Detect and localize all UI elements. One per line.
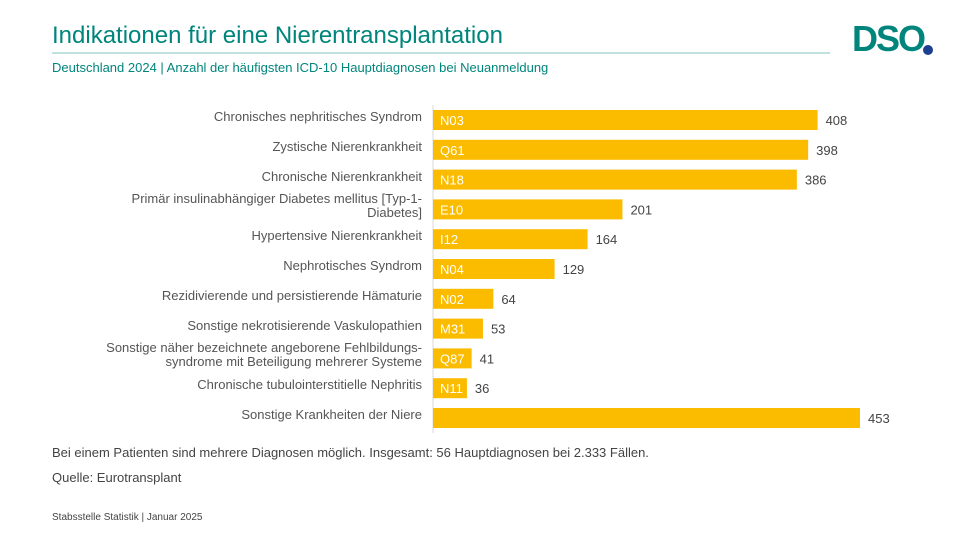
y-tick-label: Hypertensive Nierenkrankheit — [251, 228, 422, 244]
value-label: 129 — [563, 262, 585, 277]
value-label: 398 — [816, 143, 838, 158]
bar — [433, 378, 467, 399]
value-label: 41 — [480, 351, 494, 366]
footer: Stabsstelle Statistik | Januar 2025 — [52, 512, 203, 523]
bar — [433, 348, 472, 369]
bar-code: E10 — [440, 202, 463, 217]
y-tick-label: Chronische tubulointerstitielle Nephriti… — [197, 377, 422, 393]
value-label: 36 — [475, 381, 489, 396]
y-tick-label: Sonstige Krankheiten der Niere — [241, 407, 422, 422]
logo-dot — [923, 45, 933, 55]
bar — [433, 139, 809, 160]
y-tick-label: Sonstige nekrotisierende Vaskulopathien — [187, 317, 422, 333]
bar — [433, 288, 494, 309]
bar-code: N11 — [440, 381, 463, 396]
bar — [433, 408, 860, 428]
bar-code: I12 — [440, 232, 458, 247]
bar — [433, 110, 818, 130]
y-tick-label: Zystische Nierenkrankheit — [272, 138, 422, 154]
bar — [433, 318, 483, 339]
bar — [433, 199, 623, 220]
bar — [433, 259, 555, 279]
bar-code: N18 — [440, 173, 464, 188]
chart-subtitle: Deutschland 2024 | Anzahl der häufigsten… — [52, 60, 549, 75]
source: Quelle: Eurotransplant — [52, 470, 182, 485]
bar — [433, 169, 797, 190]
bar-code: N04 — [440, 262, 464, 277]
value-label: 386 — [805, 173, 827, 188]
bar-code: Q87 — [440, 351, 465, 366]
y-tick-label: Rezidivierende und persistierende Hämatu… — [161, 287, 422, 303]
y-tick-label: Nephrotisches Syndrom — [283, 258, 422, 273]
value-label: 201 — [630, 202, 652, 217]
y-tick-label: Primär insulinabhängiger Diabetes mellit… — [131, 191, 422, 221]
bar — [433, 229, 588, 250]
value-label: 453 — [868, 411, 890, 426]
logo: DSO — [852, 18, 926, 59]
value-label: 164 — [596, 232, 618, 247]
bar-code: Q61 — [440, 143, 465, 158]
note: Bei einem Patienten sind mehrere Diagnos… — [52, 445, 649, 460]
y-tick-label: Sonstige näher bezeichnete angeborene Fe… — [106, 340, 422, 370]
bar-code: M31 — [440, 322, 465, 337]
value-label: 53 — [491, 322, 505, 337]
value-label: 408 — [826, 113, 848, 128]
y-tick-label: Chronisches nephritisches Syndrom — [213, 109, 422, 124]
bar-code: N02 — [440, 292, 464, 307]
value-label: 64 — [501, 292, 515, 307]
chart-title: Indikationen für eine Nierentransplantat… — [52, 22, 503, 49]
y-tick-label: Chronische Nierenkrankheit — [261, 168, 422, 184]
bar-code: N03 — [440, 113, 464, 128]
